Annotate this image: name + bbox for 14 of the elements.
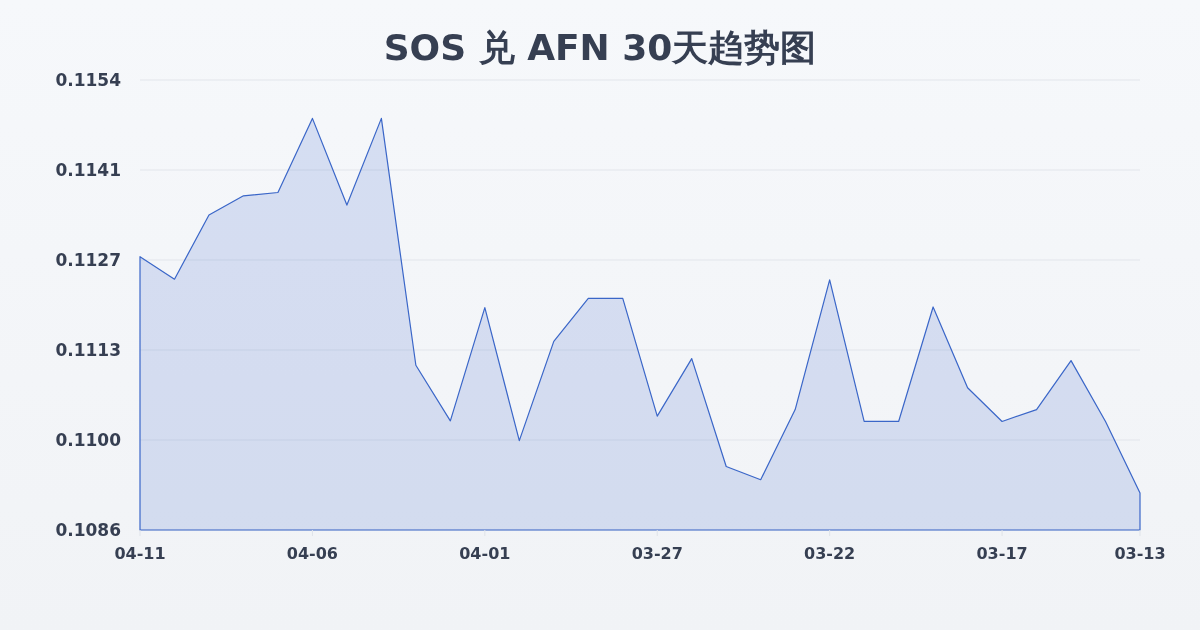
y-tick-label: 0.1154 (55, 69, 122, 90)
x-tick-label: 03-22 (804, 544, 856, 563)
y-tick-label: 0.1127 (55, 249, 121, 270)
x-tick-label: 04-11 (114, 544, 166, 563)
x-tick-label: 03-27 (631, 544, 683, 563)
chart-title: SOS 兑 AFN 30天趋势图 (383, 27, 817, 68)
y-tick-label: 0.1086 (55, 519, 121, 540)
y-tick-label: 0.1141 (55, 159, 121, 180)
x-tick-label: 04-06 (286, 544, 338, 563)
y-tick-label: 0.1100 (55, 429, 122, 450)
y-tick-label: 0.1113 (55, 339, 121, 360)
x-tick-label: 03-13 (1114, 544, 1166, 563)
x-tick-label: 04-01 (459, 544, 511, 563)
x-tick-label: 03-17 (976, 544, 1028, 563)
